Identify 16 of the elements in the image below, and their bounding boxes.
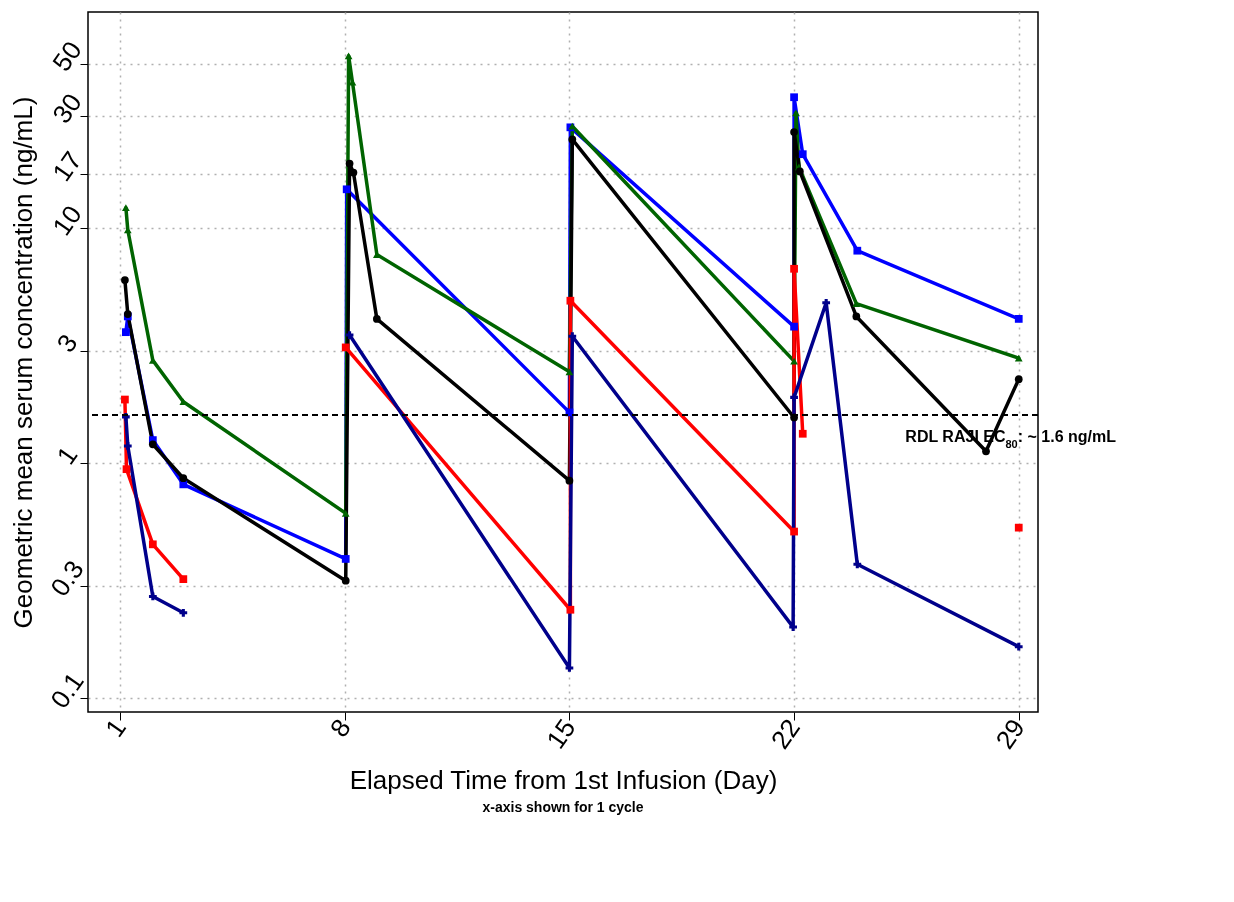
y-tick-label: 0.1: [44, 666, 90, 714]
x-tick-label: 15: [540, 713, 582, 755]
y-tick-label: 17: [46, 145, 88, 187]
y-tick-label: 3: [50, 328, 84, 358]
x-tick-label: 22: [764, 713, 807, 755]
x-tick-label: 1: [99, 713, 133, 743]
y-tick-label: 10: [46, 199, 88, 241]
x-axis-title: Elapsed Time from 1st Infusion (Day): [349, 764, 778, 795]
x-tick-label: 8: [323, 713, 357, 743]
text: x-axis shown for 1 cycle: [482, 799, 644, 816]
y-tick-label: 30: [46, 87, 88, 129]
y-tick-label: 1: [50, 440, 84, 470]
y-tick-label: 50: [46, 35, 88, 77]
y-axis-title: Geometric mean serum concentration (ng/mL): [7, 96, 38, 629]
x-tick-label: 29: [989, 713, 1031, 755]
y-tick-label: 0.3: [44, 554, 90, 602]
